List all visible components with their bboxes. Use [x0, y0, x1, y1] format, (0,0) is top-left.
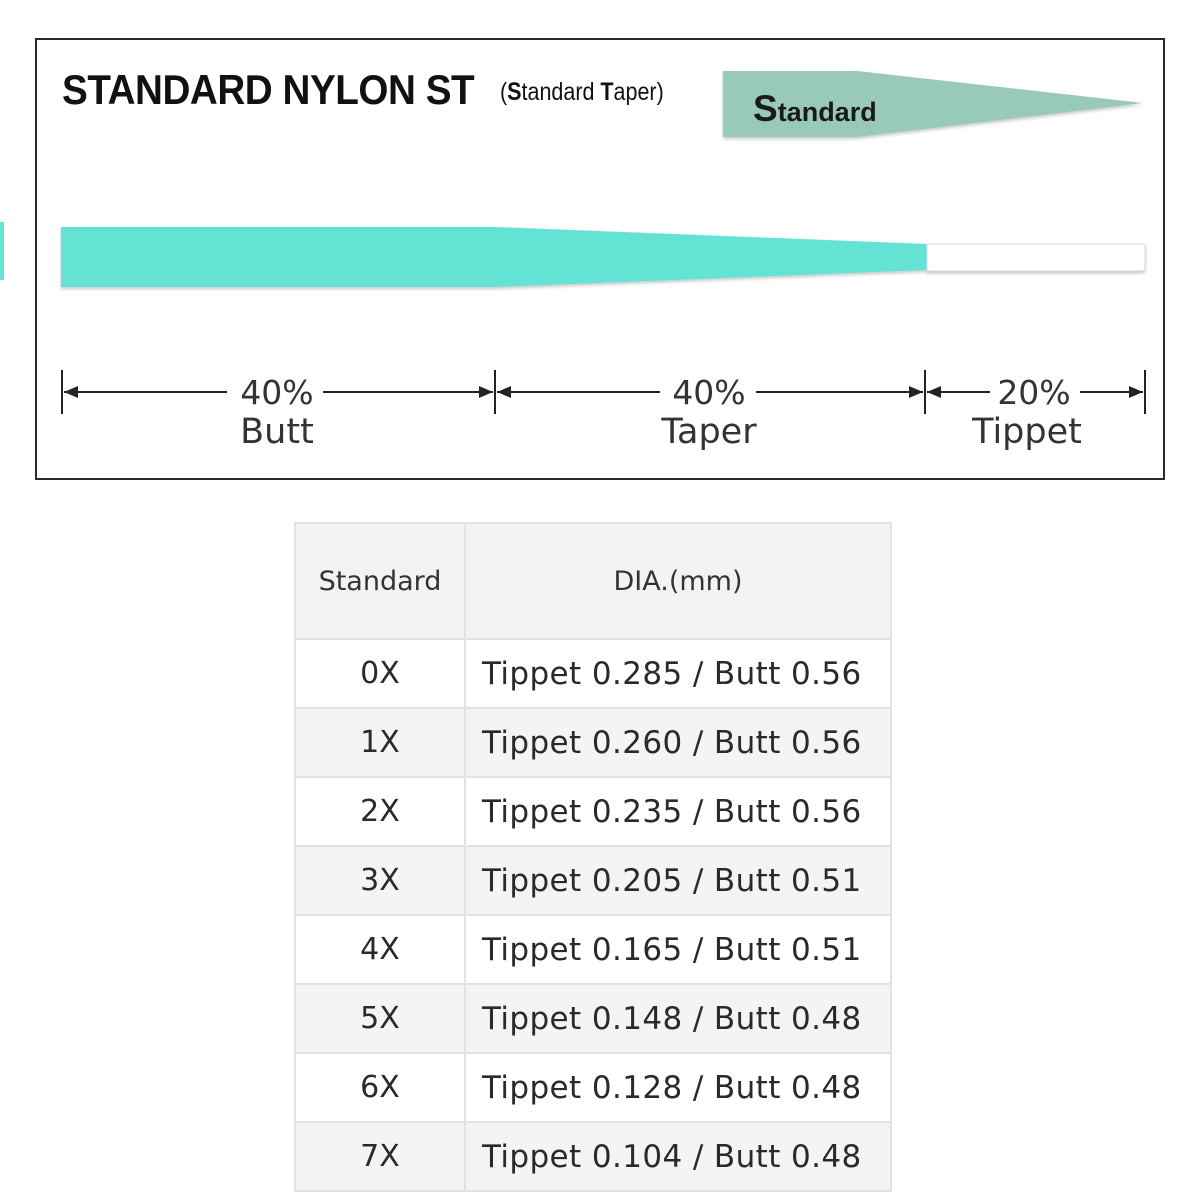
table-row: 7X Tippet 0.104 / Butt 0.48	[294, 1121, 892, 1192]
title-sub-s: S	[507, 78, 522, 106]
butt-label: Butt	[240, 412, 314, 452]
arrowhead-taper-left	[497, 386, 511, 398]
diameter-cell: Tippet 0.205 / Butt 0.51	[464, 845, 892, 916]
leader-butt-taper	[61, 227, 927, 287]
diameter-cell: Tippet 0.148 / Butt 0.48	[464, 983, 892, 1054]
taper-percent: 40%	[672, 373, 745, 412]
arrowhead-butt-left	[64, 386, 78, 398]
tippet-grade-cell: 6X	[294, 1052, 466, 1123]
tippet-label: Tippet	[971, 412, 1082, 452]
header-dia: DIA.(mm)	[464, 522, 892, 640]
title-subtitle: (Standard Taper)	[500, 78, 664, 107]
table-body: 0X Tippet 0.285 / Butt 0.56 1X Tippet 0.260…	[294, 638, 892, 1192]
diameter-spec-table: Standard DIA.(mm) 0X Tippet 0.285 / Butt …	[294, 522, 892, 1192]
dimension-markers	[61, 370, 1146, 414]
table-header-row: Standard DIA.(mm)	[294, 522, 892, 640]
dimension-arrowheads	[64, 386, 1143, 398]
diameter-cell: Tippet 0.165 / Butt 0.51	[464, 914, 892, 985]
title-sub-t: T	[600, 78, 614, 106]
badge-label: Standard	[753, 88, 877, 129]
tippet-grade-cell: 5X	[294, 983, 466, 1054]
taper-label: Taper	[660, 412, 757, 452]
arrowhead-tippet-right	[1129, 386, 1143, 398]
diameter-cell: Tippet 0.104 / Butt 0.48	[464, 1121, 892, 1192]
badge-label-rest: tandard	[778, 97, 877, 127]
tippet-grade-cell: 4X	[294, 914, 466, 985]
tippet-grade-cell: 0X	[294, 638, 466, 709]
taper-diagram-panel: STANDARD NYLON ST (Standard Taper) Stand…	[35, 38, 1165, 480]
diameter-cell: Tippet 0.285 / Butt 0.56	[464, 638, 892, 709]
left-edge-mark	[0, 222, 4, 280]
title-main: STANDARD NYLON ST	[62, 66, 475, 113]
title-sub-end: aper)	[613, 78, 664, 106]
table-row: 0X Tippet 0.285 / Butt 0.56	[294, 638, 892, 709]
butt-percent: 40%	[240, 373, 313, 412]
table-row: 6X Tippet 0.128 / Butt 0.48	[294, 1052, 892, 1123]
tippet-percent: 20%	[997, 373, 1070, 412]
badge-shape	[723, 71, 1143, 137]
diagram-title: STANDARD NYLON ST (Standard Taper)	[62, 66, 664, 114]
table-row: 4X Tippet 0.165 / Butt 0.51	[294, 914, 892, 985]
header-standard: Standard	[294, 522, 466, 640]
table-row: 1X Tippet 0.260 / Butt 0.56	[294, 707, 892, 778]
diameter-cell: Tippet 0.260 / Butt 0.56	[464, 707, 892, 778]
standard-taper-badge: Standard	[723, 71, 1143, 137]
leader-line-graphic	[61, 227, 1146, 287]
leader-tippet	[926, 243, 1146, 272]
tippet-grade-cell: 7X	[294, 1121, 466, 1192]
table-row: 2X Tippet 0.235 / Butt 0.56	[294, 776, 892, 847]
dimension-labels: 40% Butt 40% Taper 20% Tippet	[240, 373, 1082, 452]
table-row: 3X Tippet 0.205 / Butt 0.51	[294, 845, 892, 916]
diameter-cell: Tippet 0.128 / Butt 0.48	[464, 1052, 892, 1123]
diameter-cell: Tippet 0.235 / Butt 0.56	[464, 776, 892, 847]
table-row: 5X Tippet 0.148 / Butt 0.48	[294, 983, 892, 1054]
arrowhead-tippet-left	[927, 386, 941, 398]
taper-diagram: Standard	[61, 71, 1146, 452]
badge-label-initial: S	[753, 88, 778, 129]
title-sub-open: (	[500, 78, 508, 106]
arrowhead-taper-right	[909, 386, 923, 398]
tippet-grade-cell: 1X	[294, 707, 466, 778]
arrowhead-butt-right	[479, 386, 493, 398]
title-sub-mid: tandard	[521, 78, 601, 106]
tippet-grade-cell: 2X	[294, 776, 466, 847]
tippet-grade-cell: 3X	[294, 845, 466, 916]
